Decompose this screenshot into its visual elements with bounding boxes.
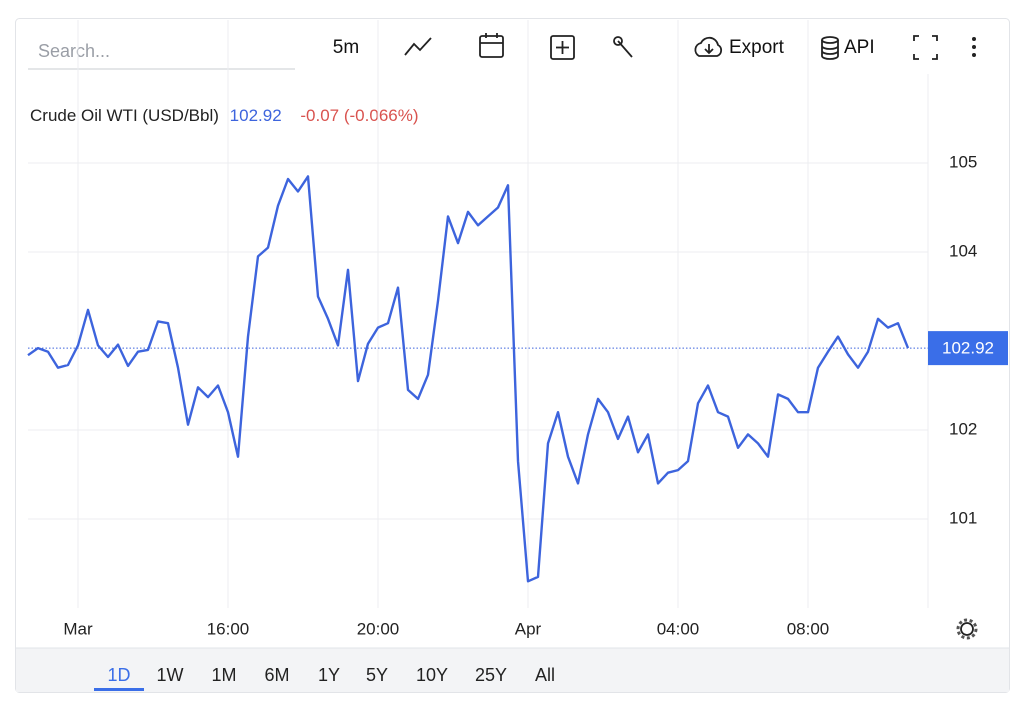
last-price-label: 102.92 [942,339,994,358]
range-button[interactable]: 1D [107,665,130,685]
api-icon[interactable] [821,36,839,60]
range-button[interactable]: 25Y [475,665,507,685]
range-button[interactable]: 5Y [366,665,388,685]
range-button[interactable]: 10Y [416,665,448,685]
api-button[interactable]: API [844,37,875,58]
y-tick-label: 105 [949,152,977,171]
y-tick-label: 101 [949,508,977,527]
more-menu[interactable] [972,37,976,57]
y-tick-label: 104 [949,241,977,260]
range-bar [16,648,1009,692]
fullscreen-icon[interactable] [913,35,938,60]
chart-header: Crude Oil WTI (USD/Bbl) 102.92 -0.07 (-0… [30,106,419,125]
interval-button[interactable]: 5m [333,37,359,58]
range-button[interactable]: 6M [264,665,289,685]
x-tick-label: 04:00 [657,619,700,638]
search-input[interactable]: Search... [38,41,110,61]
last-price-tag [928,331,1008,366]
header-change: -0.07 (-0.066%) [300,106,418,125]
range-button[interactable]: 1W [157,665,184,685]
settings-wrench-icon[interactable] [613,36,633,58]
range-active-underline [94,688,144,691]
calendar-icon[interactable] [479,33,504,58]
range-button[interactable]: All [535,665,555,685]
export-button[interactable]: Export [729,37,785,58]
x-tick-label: 16:00 [207,619,250,638]
range-buttons: 1D 1W 1M 6M 1Y 5Y 10Y 25Y All [94,665,555,691]
compare-icon[interactable] [550,35,575,60]
x-tick-label: 08:00 [787,619,830,638]
x-tick-label: Apr [515,619,542,638]
export-icon[interactable] [694,36,723,57]
range-button[interactable]: 1M [211,665,236,685]
header-price: 102.92 [230,106,282,125]
price-line [27,175,910,583]
widget-frame [15,18,1010,693]
y-tick-label: 102 [949,419,977,438]
x-tick-label: 20:00 [357,619,400,638]
x-tick-label: Mar [63,619,93,638]
range-button[interactable]: 1Y [318,665,340,685]
chart-type-icon[interactable] [404,37,432,56]
chart-title: Crude Oil WTI (USD/Bbl) [30,106,219,125]
chart-settings-icon[interactable] [956,618,978,640]
plot-area: Mar 16:00 20:00 Apr 04:00 08:00 101 102 104 105 10… [27,20,1008,638]
